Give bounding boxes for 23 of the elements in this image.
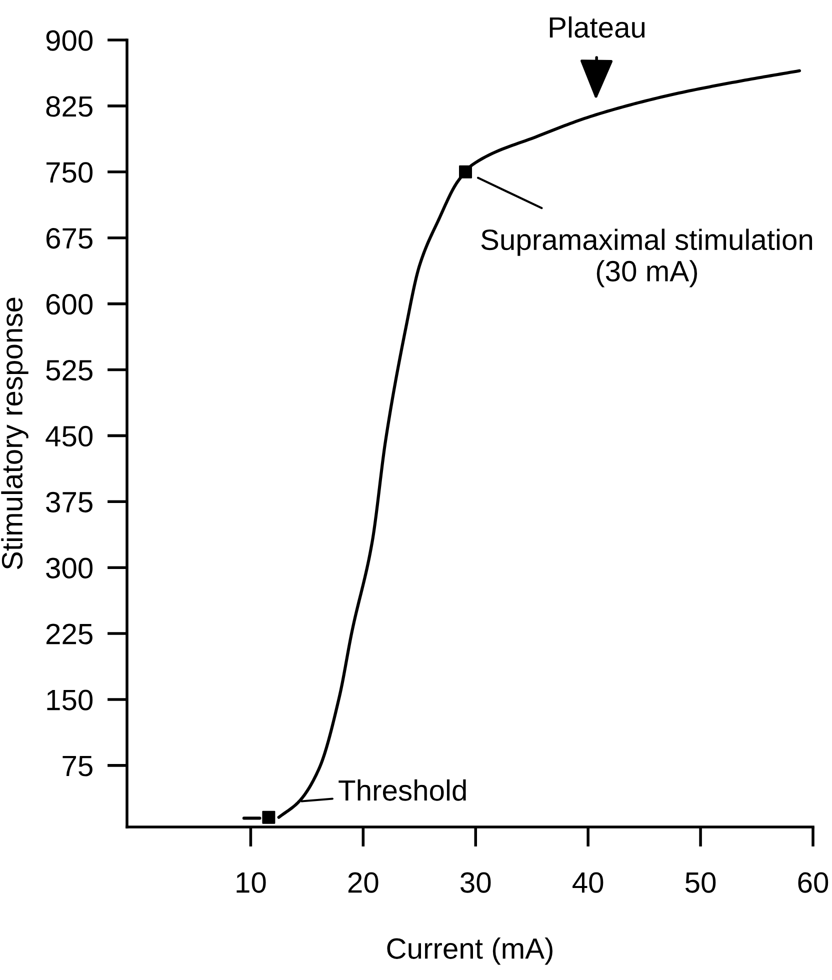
y-axis-title: Stimulatory response: [1, 298, 28, 570]
x-axis-title: Current (mA): [387, 938, 552, 965]
y-tick-label: 150: [47, 690, 93, 710]
x-tick-label: 20: [348, 872, 378, 893]
annotation: Supramaximal stimulation (30 mA): [481, 228, 812, 288]
x-tick-label: 50: [685, 872, 716, 893]
y-tick-label: 300: [46, 558, 93, 578]
y-tick-label: 675: [46, 228, 92, 249]
annotation: Plateau: [550, 16, 645, 38]
y-tick-label: 825: [46, 96, 92, 117]
y-tick-label: 600: [46, 294, 93, 315]
x-tick-label: 30: [460, 872, 491, 893]
x-tick-label: 10: [236, 872, 266, 893]
y-tick-label: 525: [46, 360, 92, 381]
annotation: Threshold: [338, 779, 466, 801]
y-tick-label: 75: [62, 756, 92, 776]
y-tick-label: 375: [46, 492, 92, 513]
y-tick-label: 225: [46, 624, 92, 644]
x-tick-label: 60: [798, 872, 828, 893]
x-tick-label: 40: [572, 872, 604, 893]
y-tick-label: 450: [46, 426, 93, 447]
y-tick-label: 900: [46, 30, 93, 51]
y-tick-label: 750: [46, 162, 93, 183]
